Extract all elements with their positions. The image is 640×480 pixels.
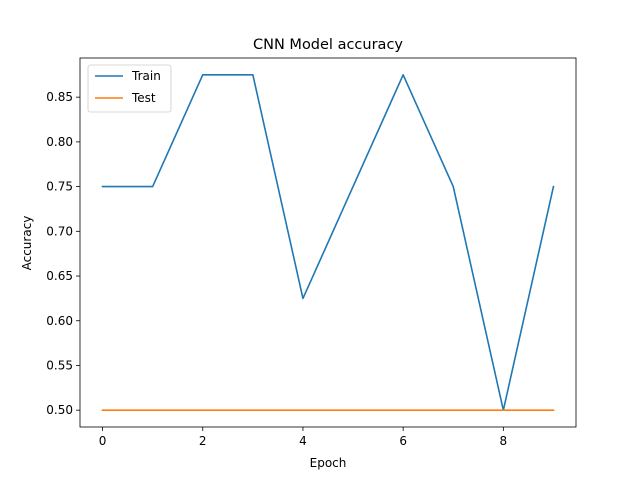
- y-tick-label: 0.50: [46, 403, 73, 417]
- x-tick-label: 4: [299, 434, 307, 448]
- y-tick-label: 0.75: [46, 180, 73, 194]
- legend-label-train: Train: [131, 69, 161, 83]
- plot-frame: [79, 57, 577, 428]
- y-tick-label: 0.80: [46, 135, 73, 149]
- series-line-train: [101, 74, 555, 411]
- x-axis: 0 2 4 6 8: [99, 427, 507, 448]
- y-tick-label: 0.70: [46, 224, 73, 238]
- series-lines: [101, 74, 555, 411]
- y-axis-label: Accuracy: [20, 216, 34, 271]
- legend: Train Test: [87, 64, 172, 113]
- legend-label-test: Test: [131, 91, 156, 105]
- x-tick-label: 6: [399, 434, 407, 448]
- y-axis: 0.50 0.55 0.60 0.65 0.70 0.75 0.80 0.85: [46, 90, 80, 417]
- chart-title: CNN Model accuracy: [253, 37, 403, 53]
- x-tick-label: 8: [500, 434, 508, 448]
- x-tick-label: 2: [199, 434, 207, 448]
- x-tick-label: 0: [99, 434, 107, 448]
- y-tick-label: 0.85: [46, 90, 73, 104]
- x-axis-label: Epoch: [310, 456, 347, 470]
- y-tick-label: 0.65: [46, 269, 73, 283]
- y-tick-label: 0.55: [46, 358, 73, 372]
- y-tick-label: 0.60: [46, 314, 73, 328]
